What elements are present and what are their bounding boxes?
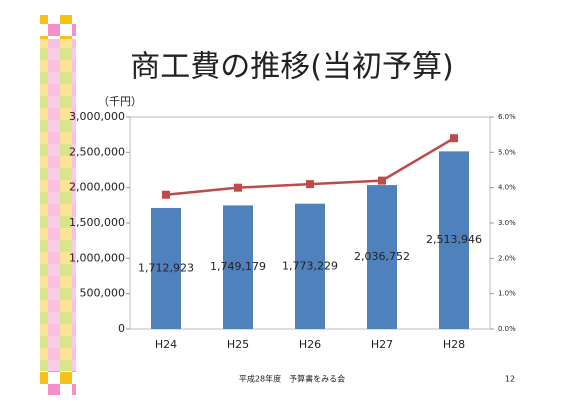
chart-title: 商工費の推移(当初予算) [130, 50, 453, 85]
y2-tick-label: 3.0% [498, 219, 516, 227]
page-number: 12 [505, 375, 515, 384]
data-label: 1,773,229 [282, 259, 338, 272]
line-marker [378, 176, 386, 185]
y-axis-label: （千円） [98, 95, 142, 108]
footer: 平成28年度 予算書をみる会 [239, 374, 345, 384]
y-tick-label: 2,000,000 [69, 181, 125, 194]
y2-tick-label: 0.0% [498, 325, 516, 333]
data-label: 1,712,923 [138, 261, 194, 274]
y-tick-label: 500,000 [80, 287, 126, 300]
data-label: 2,513,946 [426, 233, 482, 246]
x-tick-label: H27 [371, 338, 393, 351]
bar [367, 185, 397, 329]
y-tick-label: 3,000,000 [69, 110, 125, 123]
line-marker [450, 134, 458, 143]
line-marker [234, 183, 242, 192]
line-marker [306, 180, 314, 189]
x-tick-label: H28 [443, 338, 465, 351]
x-tick-label: H25 [227, 338, 249, 351]
decoration [40, 39, 76, 371]
y-tick-label: 2,500,000 [69, 145, 125, 158]
bar [295, 203, 325, 329]
x-tick-label: H26 [299, 338, 321, 351]
line-marker [162, 190, 170, 199]
data-label: 1,749,179 [210, 260, 266, 273]
y2-tick-label: 1.0% [498, 290, 516, 298]
x-tick-label: H24 [155, 338, 177, 351]
y2-tick-label: 2.0% [498, 254, 516, 262]
bar [151, 207, 181, 329]
y2-tick-label: 5.0% [498, 148, 516, 156]
y2-tick-label: 6.0% [498, 113, 516, 121]
bar [439, 151, 469, 329]
data-label: 2,036,752 [354, 250, 410, 263]
y-tick-label: 1,500,000 [69, 216, 125, 229]
y2-tick-label: 4.0% [498, 184, 516, 192]
y-tick-label: 1,000,000 [69, 251, 125, 264]
bar [223, 205, 253, 329]
y-tick-label: 0 [118, 322, 125, 335]
